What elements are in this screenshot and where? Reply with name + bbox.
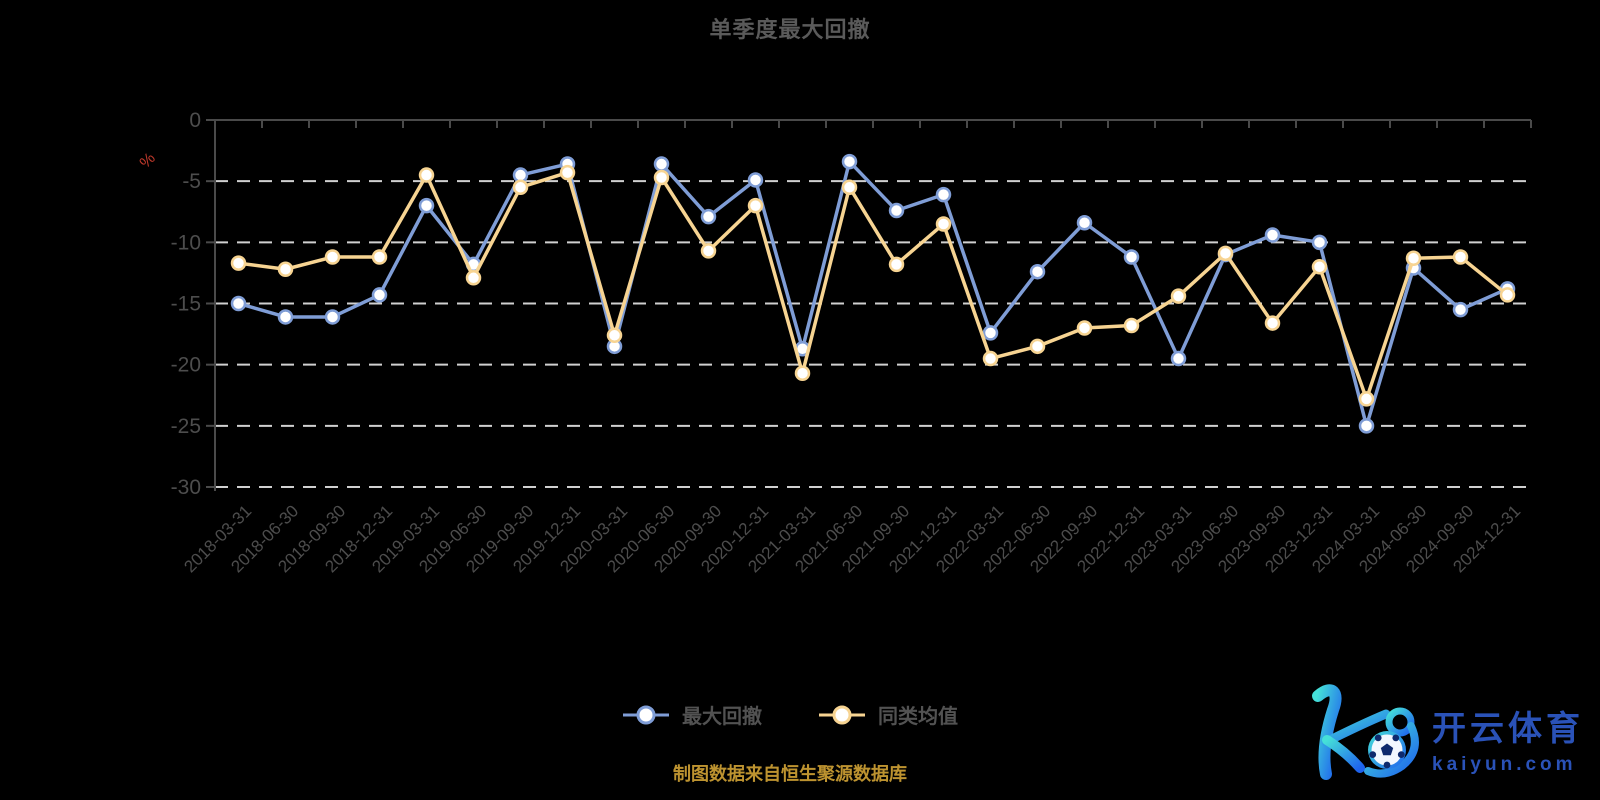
legend-label-peer-average: 同类均值 — [878, 706, 958, 728]
data-source-caption: 制图数据来自恒生聚源数据库 — [673, 764, 907, 784]
legend-label-max-drawdown: 最大回撤 — [682, 706, 762, 728]
legend: 最大回撤 同类均值 — [0, 700, 1580, 729]
svg-text:-5: -5 — [182, 170, 201, 193]
football-icon — [1368, 731, 1406, 769]
svg-text:0: 0 — [189, 109, 201, 132]
svg-text:-25: -25 — [171, 415, 201, 438]
legend-item-max-drawdown[interactable]: 最大回撤 — [622, 700, 762, 729]
watermark-domain-text: kaiyun.com — [1432, 754, 1577, 775]
kaiyun-watermark[interactable]: 开云体育 kaiyun.com — [1280, 660, 1600, 800]
blue-line-marker-icon — [623, 705, 669, 724]
svg-text:-10: -10 — [171, 231, 201, 254]
watermark-brand-text: 开云体育 — [1432, 710, 1584, 748]
svg-text:-20: -20 — [171, 354, 201, 377]
yellow-line-marker-icon — [819, 705, 865, 724]
legend-item-peer-average[interactable]: 同类均值 — [818, 700, 958, 729]
kaiyun-logo-icon — [1312, 684, 1419, 780]
chart-title: 单季度最大回撤 — [709, 17, 871, 42]
svg-text:%: % — [137, 150, 159, 172]
svg-text:-15: -15 — [171, 293, 201, 316]
svg-text:-30: -30 — [171, 476, 201, 499]
